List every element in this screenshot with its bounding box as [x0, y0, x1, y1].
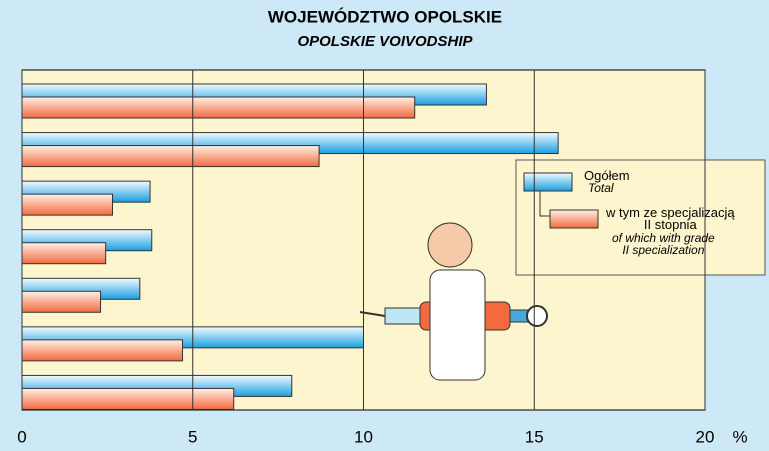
x-tick-label: 0 — [17, 427, 26, 446]
x-tick-label: 5 — [188, 427, 197, 446]
legend-swatch — [524, 173, 572, 191]
bar — [22, 291, 101, 312]
x-tick-label: 20 — [696, 427, 715, 446]
legend-swatch — [550, 210, 598, 228]
bar — [22, 243, 106, 264]
x-tick-label: 10 — [354, 427, 373, 446]
x-tick-label: 15 — [525, 427, 544, 446]
legend-label: w tym ze specjalizacją II stopnia — [606, 207, 735, 231]
bar — [22, 146, 319, 167]
legend-label-en: Total — [588, 182, 614, 194]
chart-subtitle: OPOLSKIE VOIVODSHIP — [297, 33, 473, 50]
bar — [22, 340, 183, 361]
chart-title: WOJEWÓDZTWO OPOLSKIE — [268, 7, 502, 26]
bar — [22, 194, 112, 215]
bar — [22, 388, 234, 409]
page: WOJEWÓDZTWO OPOLSKIE OPOLSKIE VOIVODSHIP… — [0, 0, 769, 451]
legend-label-en: of which with grade II specialization — [612, 232, 715, 256]
x-unit: % — [732, 427, 747, 446]
bar — [22, 97, 415, 118]
